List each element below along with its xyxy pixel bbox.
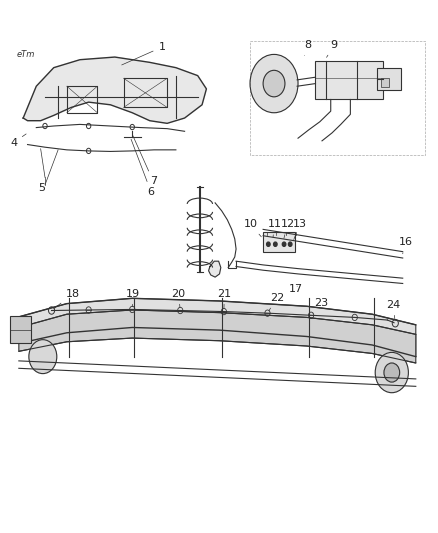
Bar xyxy=(10,316,31,343)
Bar xyxy=(377,68,400,91)
Circle shape xyxy=(266,242,269,246)
Polygon shape xyxy=(208,261,220,277)
Text: 18: 18 xyxy=(53,289,80,309)
Polygon shape xyxy=(19,298,415,357)
Circle shape xyxy=(282,242,285,246)
Text: 11: 11 xyxy=(267,219,281,237)
Circle shape xyxy=(29,340,57,374)
Bar xyxy=(380,78,388,87)
Circle shape xyxy=(288,242,291,246)
Circle shape xyxy=(250,54,297,113)
Circle shape xyxy=(374,352,407,393)
Text: 9: 9 xyxy=(326,40,337,58)
Circle shape xyxy=(383,363,399,382)
Polygon shape xyxy=(19,310,415,363)
Text: 8: 8 xyxy=(304,40,311,55)
Text: 23: 23 xyxy=(312,298,328,313)
Text: 16: 16 xyxy=(397,237,411,254)
Text: 4: 4 xyxy=(10,134,26,148)
Polygon shape xyxy=(23,57,206,123)
Circle shape xyxy=(262,70,284,97)
Text: 19: 19 xyxy=(125,289,140,306)
Text: 13: 13 xyxy=(292,219,306,239)
Text: 10: 10 xyxy=(243,219,261,237)
Text: 6: 6 xyxy=(131,139,154,197)
Text: 1: 1 xyxy=(121,42,165,65)
Text: 22: 22 xyxy=(268,293,283,311)
Text: 17: 17 xyxy=(289,284,303,294)
Bar xyxy=(315,61,382,100)
Text: 20: 20 xyxy=(171,289,185,308)
Text: 5: 5 xyxy=(39,183,46,192)
Text: 7: 7 xyxy=(132,135,156,187)
Text: 24: 24 xyxy=(385,300,399,320)
Text: 12: 12 xyxy=(280,219,294,238)
Text: eTm: eTm xyxy=(17,50,35,59)
Text: 21: 21 xyxy=(217,289,231,309)
Bar xyxy=(262,231,294,252)
Circle shape xyxy=(273,242,276,246)
